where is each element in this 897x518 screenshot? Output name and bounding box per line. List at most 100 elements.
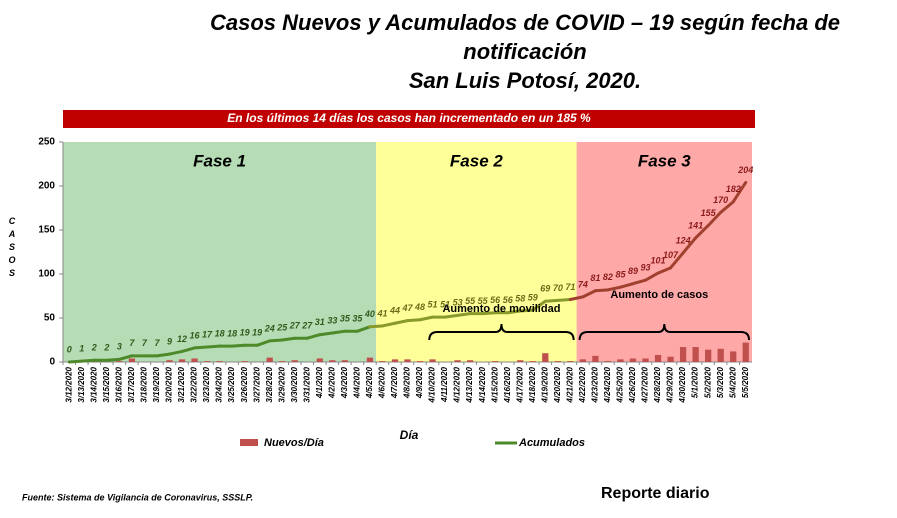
annotation: Aumento de casos xyxy=(610,289,708,301)
bar xyxy=(329,360,336,362)
bar xyxy=(492,361,499,362)
x-tick-label: 3/20/2020 xyxy=(165,366,174,402)
data-label: 9 xyxy=(167,336,172,346)
bar xyxy=(379,361,386,362)
line-segment xyxy=(318,331,334,337)
data-label: 204 xyxy=(737,165,753,175)
x-tick-label: 4/4/2020 xyxy=(353,366,362,399)
bar xyxy=(279,361,286,362)
line-segment xyxy=(618,282,635,289)
x-tick-label: 3/23/2020 xyxy=(202,366,211,402)
data-label: 24 xyxy=(264,323,275,333)
y-axis-letter: C xyxy=(9,216,16,226)
x-tick-label: 4/17/2020 xyxy=(515,366,524,403)
chart-title: San Luis Potosí, 2020. xyxy=(409,68,641,93)
phase-label: Fase 2 xyxy=(450,151,503,170)
bar xyxy=(454,360,461,362)
x-tick-label: 5/5/2020 xyxy=(741,366,750,398)
bar xyxy=(567,361,574,362)
x-tick-label: 4/18/2020 xyxy=(528,366,537,403)
data-label: 18 xyxy=(227,329,237,339)
x-tick-label: 4/16/2020 xyxy=(503,366,512,403)
x-tick-label: 4/28/2020 xyxy=(653,366,662,403)
data-label: 35 xyxy=(352,314,363,324)
line-segment xyxy=(706,210,723,228)
data-label: 69 xyxy=(540,284,550,294)
y-tick-label: 50 xyxy=(44,313,56,324)
data-label: 31 xyxy=(315,317,325,327)
bar xyxy=(128,358,136,362)
data-label: 51 xyxy=(440,299,450,309)
data-label: 155 xyxy=(701,208,717,218)
data-label: 0 xyxy=(67,344,72,354)
line-segment xyxy=(581,289,597,299)
data-label: 7 xyxy=(129,338,135,348)
x-tick-label: 4/20/2020 xyxy=(553,366,562,403)
bar xyxy=(316,358,323,362)
bar xyxy=(191,358,198,362)
line-segment xyxy=(305,333,322,340)
line-segment xyxy=(631,278,648,286)
x-tick-label: 3/29/2020 xyxy=(277,366,286,402)
x-tick-label: 3/31/2020 xyxy=(302,366,311,402)
x-tick-label: 3/27/2020 xyxy=(252,366,261,402)
x-tick-label: 3/15/2020 xyxy=(102,366,111,402)
x-tick-label: 3/26/2020 xyxy=(240,366,249,402)
data-label: 7 xyxy=(142,338,148,348)
x-tick-label: 3/24/2020 xyxy=(215,366,224,402)
data-label: 2 xyxy=(91,343,97,353)
line-segment xyxy=(644,271,660,282)
x-tick-label: 3/12/2020 xyxy=(64,366,73,402)
x-tick-label: 5/1/2020 xyxy=(691,366,700,398)
x-tick-label: 3/14/2020 xyxy=(89,366,98,402)
data-label: 44 xyxy=(389,306,400,316)
x-tick-label: 5/3/2020 xyxy=(716,366,725,398)
x-tick-label: 3/13/2020 xyxy=(77,366,86,402)
x-tick-label: 4/23/2020 xyxy=(591,366,600,403)
x-tick-label: 4/21/2020 xyxy=(565,366,574,403)
bar xyxy=(742,342,749,362)
bar xyxy=(592,355,599,362)
bar xyxy=(291,360,298,362)
data-label: 51 xyxy=(428,299,438,309)
data-label: 17 xyxy=(202,329,213,339)
data-label: 107 xyxy=(663,250,679,260)
bar xyxy=(617,359,624,362)
line-segment xyxy=(593,288,610,293)
x-tick-label: 3/25/2020 xyxy=(227,366,236,402)
x-tick-label: 4/29/2020 xyxy=(666,366,675,403)
bar xyxy=(203,361,211,362)
bar xyxy=(178,359,186,362)
x-tick-label: 4/10/2020 xyxy=(428,366,437,403)
data-label: 35 xyxy=(340,314,351,324)
x-tick-label: 4/26/2020 xyxy=(628,366,637,403)
x-tick-label: 4/3/2020 xyxy=(340,366,349,399)
y-axis-letter: A xyxy=(8,229,16,239)
x-tick-label: 4/22/2020 xyxy=(578,366,587,403)
line-segment xyxy=(719,200,735,214)
bar xyxy=(554,361,561,362)
line-segment xyxy=(443,313,460,319)
bar xyxy=(366,357,374,362)
bar xyxy=(654,354,662,362)
data-label: 81 xyxy=(590,273,600,283)
data-label: 56 xyxy=(490,295,501,305)
legend-swatch xyxy=(240,439,258,446)
data-label: 53 xyxy=(453,298,463,308)
brace xyxy=(428,323,575,341)
y-tick-label: 0 xyxy=(49,357,55,368)
data-label: 55 xyxy=(478,296,489,306)
line-segment xyxy=(568,295,585,302)
x-tick-label: 3/18/2020 xyxy=(140,366,149,402)
x-tick-label: 3/19/2020 xyxy=(152,366,161,402)
data-label: 55 xyxy=(465,296,476,306)
x-tick-label: 3/22/2020 xyxy=(190,366,199,402)
line-segment xyxy=(355,325,372,333)
data-label: 12 xyxy=(177,334,187,344)
bar xyxy=(116,361,123,362)
data-label: 25 xyxy=(276,322,288,332)
data-label: 70 xyxy=(553,283,563,293)
line-segment xyxy=(531,299,547,312)
line-segment xyxy=(105,357,121,362)
